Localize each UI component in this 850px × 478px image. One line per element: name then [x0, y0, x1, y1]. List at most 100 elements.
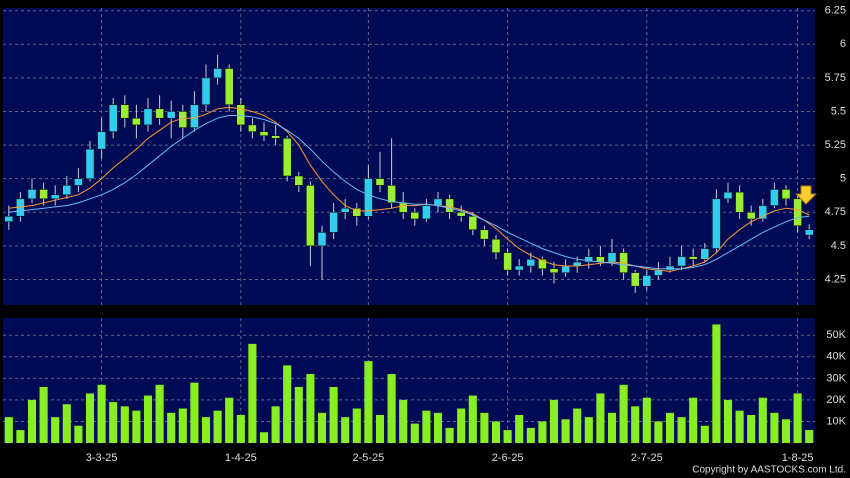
y-tick-label: 5.5: [831, 105, 846, 117]
volume-bar: [422, 410, 431, 443]
y-tick-label: 4.75: [825, 206, 846, 218]
volume-bar: [352, 408, 361, 443]
candle-body: [259, 131, 269, 136]
x-tick-label: 2-7-25: [631, 452, 663, 464]
y-tick-label: 30K: [826, 372, 846, 384]
y-tick-label: 5: [840, 173, 846, 185]
volume-bar: [51, 417, 60, 443]
price-panel: [3, 8, 815, 305]
volume-bar: [758, 397, 767, 443]
candle-body: [758, 205, 768, 220]
volume-bar: [62, 404, 71, 443]
volume-bar: [259, 432, 269, 443]
y-tick-label: 50K: [826, 329, 846, 341]
y-tick-label: 40K: [826, 351, 846, 363]
volume-bar: [770, 412, 779, 443]
candle-body: [630, 272, 640, 287]
volume-bar: [723, 399, 733, 443]
volume-bar: [410, 423, 419, 443]
volume-bar: [538, 421, 547, 443]
candle-body: [39, 189, 48, 200]
candle-body: [4, 216, 14, 222]
volume-bar: [143, 395, 153, 443]
candle-body: [746, 212, 756, 220]
volume-bar: [584, 417, 593, 443]
volume-bar: [306, 374, 315, 443]
candle-body: [271, 135, 280, 139]
volume-bar: [85, 393, 95, 443]
volume-bar: [341, 417, 350, 443]
y-tick-label: 4.5: [831, 240, 846, 252]
volume-bar: [109, 402, 118, 443]
volume-bar: [375, 414, 385, 443]
volume-bar: [178, 408, 187, 443]
candle-body: [132, 117, 141, 126]
candle-body: [445, 198, 454, 213]
candle-body: [294, 175, 304, 186]
volume-bar: [503, 430, 512, 443]
volume-bar: [793, 393, 802, 443]
volume-bar: [155, 384, 164, 443]
plot: 4.25 4.5 4.75 5 5.25 5.5 5.75 6 6.25 10K 20K 30K 40K…: [3, 5, 847, 464]
candle-body: [74, 178, 83, 186]
volume-bar: [689, 397, 698, 443]
candle-body: [526, 259, 536, 267]
candle-body: [422, 205, 431, 220]
candle-body: [804, 229, 814, 236]
volume-bar: [573, 408, 582, 443]
x-tick-label: 1-8-25: [782, 452, 814, 464]
volume-bar: [16, 430, 25, 443]
y-tick-label: 5.25: [825, 139, 846, 151]
volume-bar: [399, 399, 408, 443]
candle-body: [491, 238, 501, 253]
volume-bar: [283, 365, 292, 443]
volume-bar: [4, 417, 13, 443]
candle-body: [433, 198, 443, 206]
volume-bar: [97, 384, 106, 443]
volume-bar: [607, 412, 617, 443]
volume-bar: [271, 406, 280, 443]
y-tick-label: 10K: [826, 415, 846, 427]
volume-bar: [642, 397, 651, 443]
volume-bar: [480, 412, 489, 443]
candle-body: [236, 104, 246, 126]
candle-body: [317, 232, 327, 247]
candle-body: [642, 275, 652, 287]
x-tick-label: 2-5-25: [353, 452, 385, 464]
candle-body: [85, 148, 95, 179]
candle-body: [410, 212, 420, 220]
candle-body: [306, 185, 315, 247]
candle-body: [375, 178, 385, 186]
candle-body: [352, 207, 362, 217]
volume-bar: [457, 408, 466, 443]
volume-bar: [468, 395, 477, 443]
volume-bar: [735, 410, 744, 443]
volume-bar: [700, 425, 709, 443]
copyright: Copyright by AASTOCKS.com Ltd.: [692, 465, 846, 476]
candle-body: [665, 265, 675, 271]
volume-bar: [596, 393, 605, 443]
candle-body: [468, 216, 478, 230]
volume-bar: [74, 425, 83, 443]
volume-bar: [387, 374, 396, 443]
candle-body: [62, 185, 72, 196]
candle-body: [584, 256, 594, 263]
candle-body: [607, 252, 617, 263]
candle-body: [364, 178, 373, 217]
volume-bar: [213, 410, 222, 443]
volume-bar: [120, 406, 129, 443]
volume-bar: [526, 427, 535, 443]
moving-average: [8, 106, 810, 272]
candle-body: [143, 108, 153, 126]
x-tick-label: 3-3-25: [86, 452, 118, 464]
volume-bar: [677, 417, 686, 443]
moving-average: [8, 115, 810, 270]
x-tick-label: 2-6-25: [492, 452, 524, 464]
candle-body: [97, 131, 106, 150]
volume-bar: [781, 419, 791, 443]
candle-body: [213, 68, 222, 79]
volume-bar: [433, 412, 443, 443]
candle-body: [456, 212, 466, 217]
volume-bar: [561, 419, 570, 443]
candle-body: [770, 189, 779, 206]
